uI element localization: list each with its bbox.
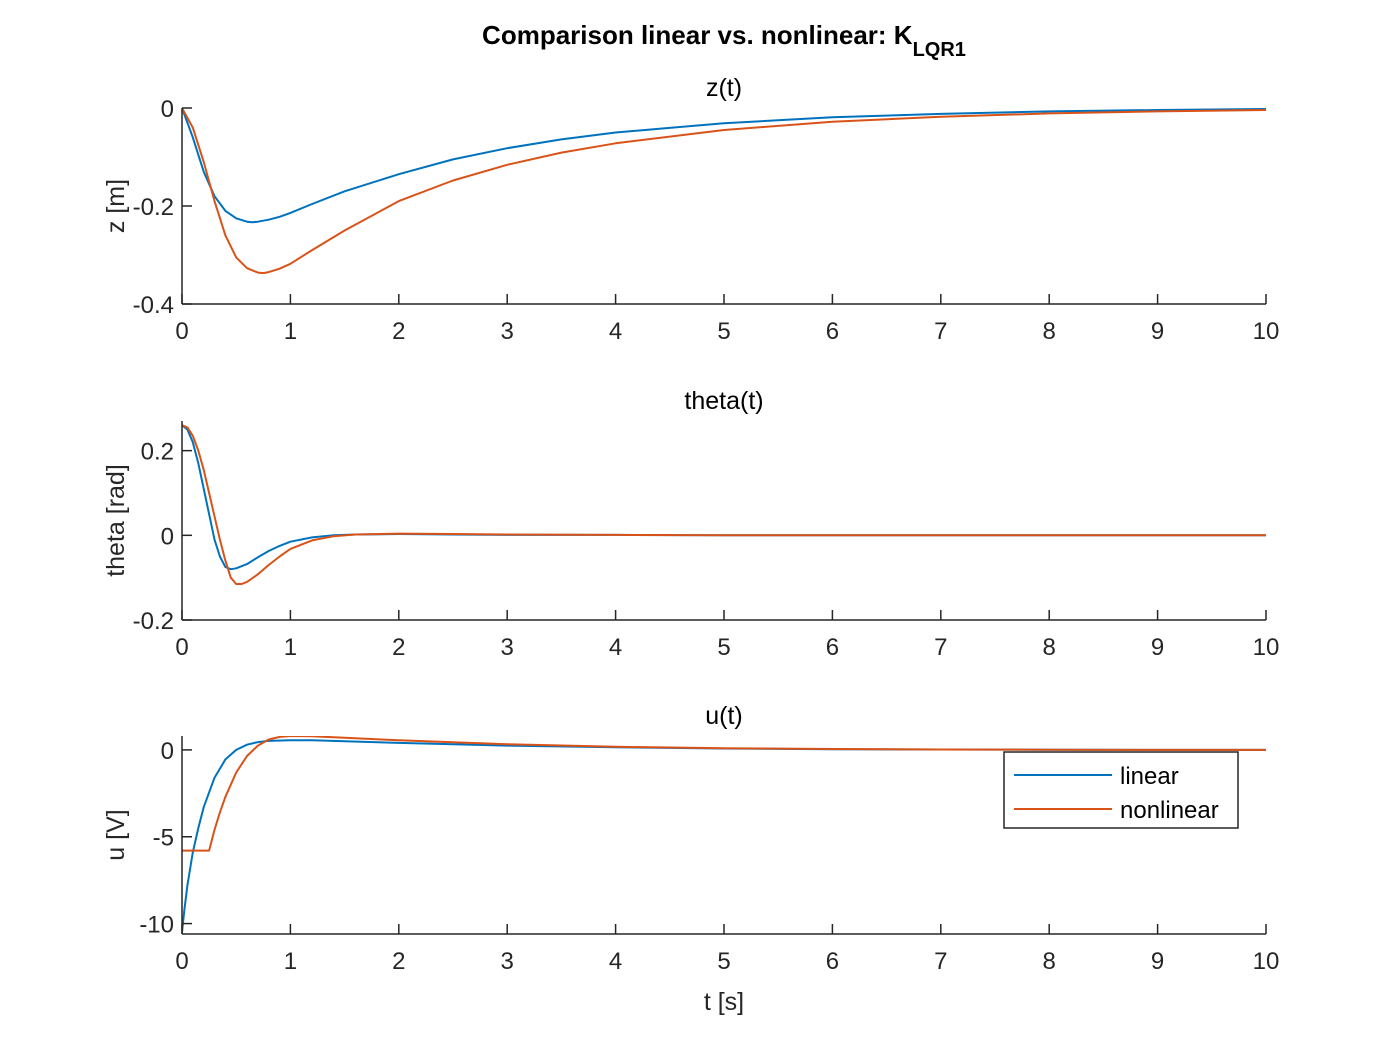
y-axis-label: u [V] <box>102 809 130 860</box>
x-tick-label: 4 <box>609 634 622 661</box>
x-tick-label: 1 <box>284 948 297 975</box>
x-tick-label: 10 <box>1253 948 1280 975</box>
x-tick-label: 2 <box>392 634 405 661</box>
x-tick-label: 2 <box>392 318 405 345</box>
x-tick-label: 9 <box>1151 634 1164 661</box>
x-tick-label: 3 <box>501 634 514 661</box>
y-tick-label: -0.4 <box>133 292 174 319</box>
x-tick-label: 1 <box>284 634 297 661</box>
x-tick-label: 10 <box>1253 318 1280 345</box>
y-axis-label: theta [rad] <box>102 464 130 577</box>
x-tick-label: 9 <box>1151 948 1164 975</box>
x-tick-label: 0 <box>175 634 188 661</box>
x-tick-label: 2 <box>392 948 405 975</box>
legend-box <box>1003 751 1239 829</box>
y-tick-label: -0.2 <box>133 194 174 221</box>
y-tick-label: -0.2 <box>133 608 174 635</box>
subplots: 0 1 2 3 4 5 6 7 8 9 100-0.2-0.4z(t)z [m]0 1 2 3 4 5 6 7 8 9… <box>102 74 1279 1016</box>
subplot-3: 0 1 2 3 4 5 6 7 8 9 10 0 -5 -10 u(t) u [V] t [s] linear no… <box>102 702 1279 1016</box>
x-tick-label: 6 <box>826 318 839 345</box>
y-tick-label: 0.2 <box>141 439 174 466</box>
x-tick-label: 4 <box>609 318 622 345</box>
figure-title: Comparison linear vs. nonlinear: KLQR1 <box>482 20 966 61</box>
series-line-nonlinear <box>182 108 1266 275</box>
x-tick-label: 4 <box>609 948 622 975</box>
x-tick-label: 1 <box>284 318 297 345</box>
x-axis-label: t [s] <box>704 988 744 1016</box>
subplot-title: u(t) <box>705 702 743 730</box>
x-tick-label: 8 <box>1043 318 1056 345</box>
y-tick-label: -5 <box>153 825 174 852</box>
figure-title-subscript: LQR1 <box>913 39 966 61</box>
y-tick-label: 0 <box>161 738 174 765</box>
x-tick-label: 8 <box>1043 948 1056 975</box>
series-line-nonlinear <box>182 424 1266 585</box>
x-tick-label: 5 <box>717 634 730 661</box>
y-tick-label: 0 <box>161 523 174 550</box>
series-line-linear <box>182 424 1266 571</box>
subplot-title: z(t) <box>706 74 742 102</box>
x-tick-label: 6 <box>826 948 839 975</box>
x-tick-label: 7 <box>934 948 947 975</box>
x-tick-label: 3 <box>501 318 514 345</box>
x-tick-label: 0 <box>175 948 188 975</box>
legend-label-linear: linear <box>1120 763 1179 790</box>
x-tick-label: 5 <box>717 318 730 345</box>
legend: linear nonlinear <box>1003 751 1239 829</box>
y-tick-label: 0 <box>161 96 174 123</box>
x-tick-label: 8 <box>1043 634 1056 661</box>
subplot-1: 0 1 2 3 4 5 6 7 8 9 10 0 -0.2 -0.4 z(t) z [m] <box>102 74 1279 345</box>
x-tick-label: 9 <box>1151 318 1164 345</box>
x-tick-label: 5 <box>717 948 730 975</box>
y-tick-label: -10 <box>139 912 174 939</box>
y-axis-label: z [m] <box>102 179 130 233</box>
x-tick-label: 6 <box>826 634 839 661</box>
subplot-title: theta(t) <box>684 387 763 415</box>
series-line-linear <box>182 108 1266 224</box>
x-tick-label: 10 <box>1253 634 1280 661</box>
x-tick-label: 3 <box>501 948 514 975</box>
x-tick-label: 7 <box>934 318 947 345</box>
legend-label-nonlinear: nonlinear <box>1120 797 1219 824</box>
x-tick-label: 7 <box>934 634 947 661</box>
x-tick-label: 0 <box>175 318 188 345</box>
series-line-nonlinear <box>182 736 1266 852</box>
